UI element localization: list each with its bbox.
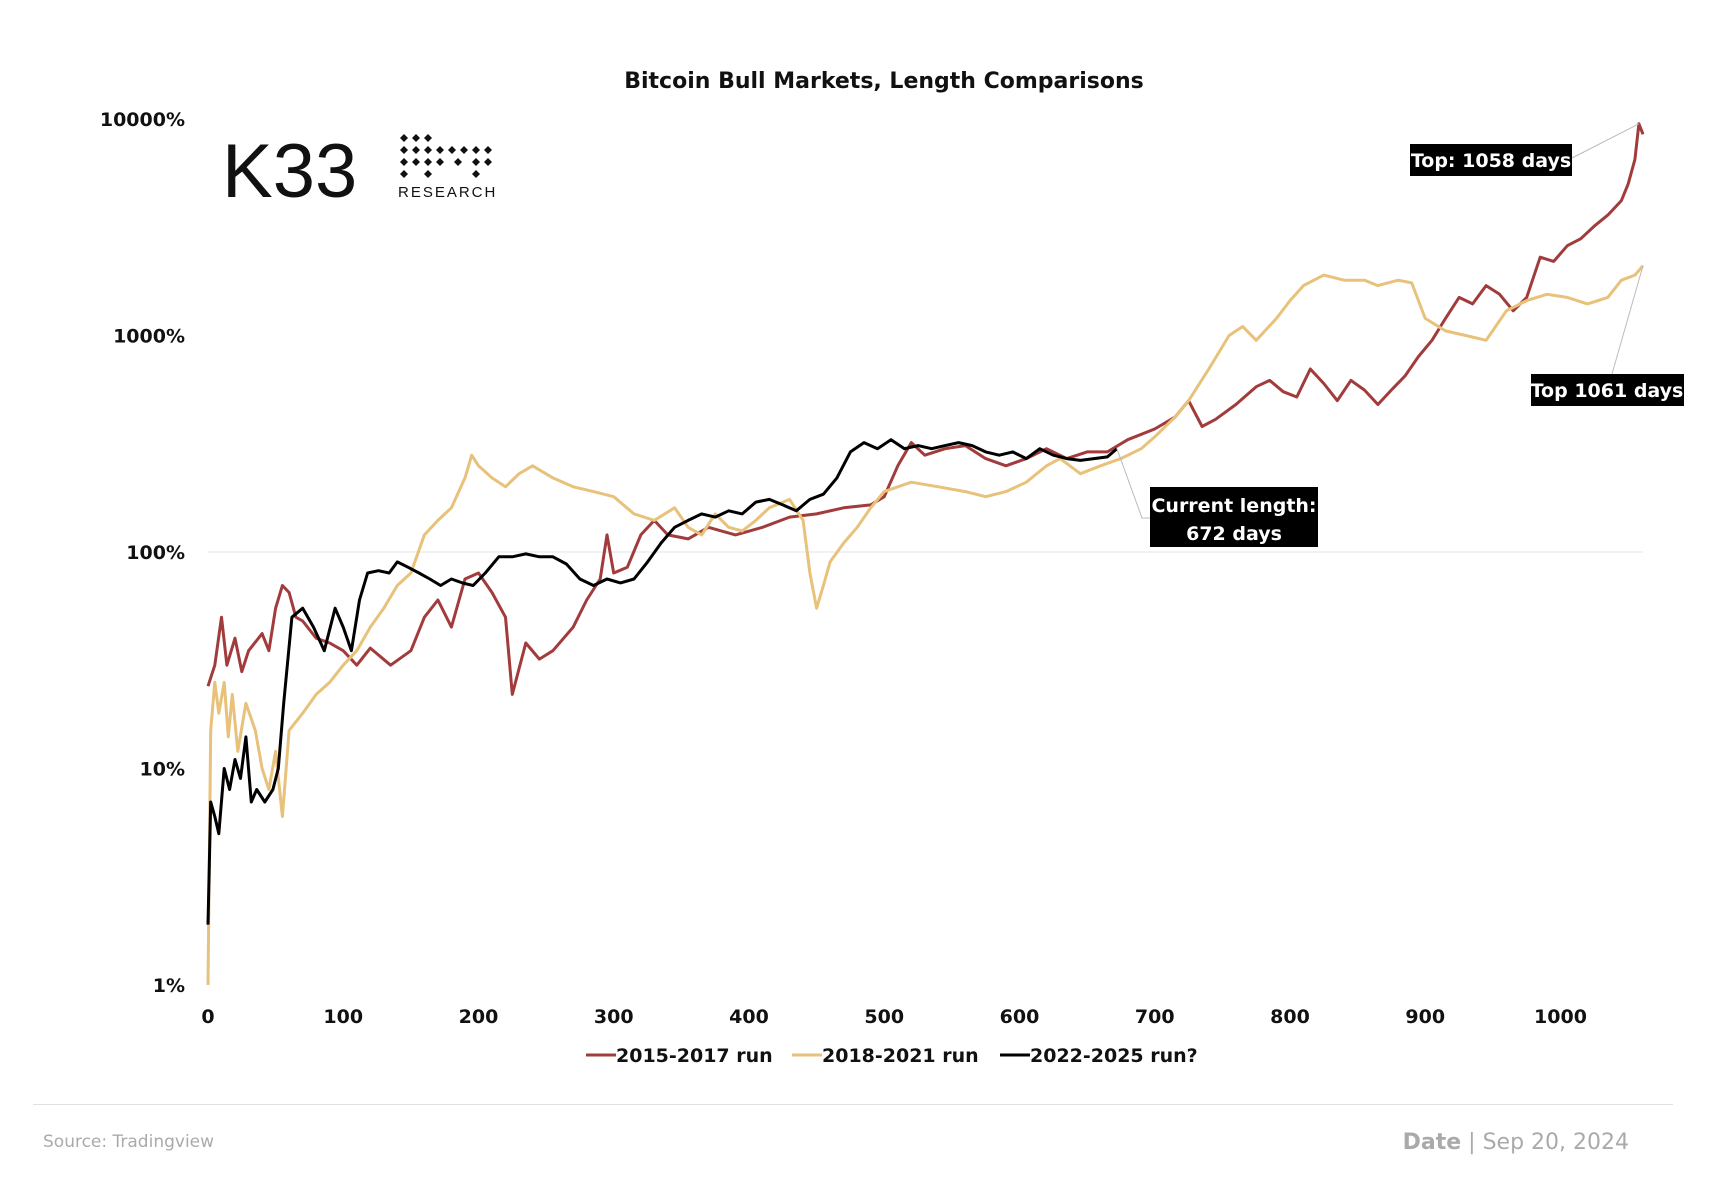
x-tick-label: 700 xyxy=(1135,1006,1175,1028)
annotation-box-2 xyxy=(1150,487,1318,547)
series-lines xyxy=(206,122,1645,986)
date-stamp: Date | Sep 20, 2024 xyxy=(1403,1130,1629,1155)
annotation-current-length-line1: Current length: xyxy=(1151,495,1316,517)
series-line-0 xyxy=(206,122,1645,696)
x-tick-label: 900 xyxy=(1405,1006,1445,1028)
annotation-leader-1 xyxy=(1611,265,1644,375)
y-tick-label: 10000% xyxy=(100,109,185,131)
y-tick-label: 1% xyxy=(153,975,185,997)
legend-label-0: 2015-2017 run xyxy=(616,1045,773,1067)
date-value: Sep 20, 2024 xyxy=(1482,1130,1629,1155)
x-tick-label: 800 xyxy=(1270,1006,1310,1028)
x-axis: 0 100 200 300 400 500 600 700 800 900 1000 xyxy=(201,1006,1587,1028)
x-tick-label: 100 xyxy=(323,1006,363,1028)
x-tick-label: 1000 xyxy=(1534,1006,1587,1028)
annotation-top-1061: Top 1061 days xyxy=(1531,380,1684,402)
x-tick-label: 600 xyxy=(1000,1006,1040,1028)
annotation-leader-0 xyxy=(1571,123,1640,159)
y-tick-label: 10% xyxy=(140,759,185,781)
y-axis: 1% 10% 100% 1000% 10000% xyxy=(100,109,185,997)
source-note: Source: Tradingview xyxy=(43,1132,215,1152)
series-line-1 xyxy=(206,264,1645,986)
x-tick-label: 200 xyxy=(459,1006,499,1028)
legend-label-2: 2022-2025 run? xyxy=(1030,1045,1198,1067)
annotation-top-1058: Top: 1058 days xyxy=(1411,150,1571,172)
y-tick-label: 1000% xyxy=(113,326,185,348)
logo: K33 RESEARCH xyxy=(222,129,497,214)
annotation-current-length-line2: 672 days xyxy=(1186,523,1282,545)
x-tick-label: 0 xyxy=(201,1006,214,1028)
footer-divider xyxy=(33,1104,1673,1105)
legend: 2015-2017 run 2018-2021 run 2022-2025 run? xyxy=(586,1045,1198,1067)
annotation-box-1 xyxy=(1531,374,1684,406)
x-tick-label: 400 xyxy=(729,1006,769,1028)
annotation-box-0 xyxy=(1410,144,1572,176)
annotations: Top: 1058 days Top 1061 days Current lengt… xyxy=(1116,123,1684,547)
date-label: Date xyxy=(1402,1130,1462,1155)
date-separator: | xyxy=(1461,1130,1483,1155)
logo-subtitle: RESEARCH xyxy=(398,184,497,201)
logo-text: K33 xyxy=(222,129,357,214)
legend-label-1: 2018-2021 run xyxy=(822,1045,979,1067)
y-tick-label: 100% xyxy=(126,542,185,564)
annotation-leader-2 xyxy=(1116,448,1150,519)
x-tick-label: 500 xyxy=(864,1006,904,1028)
logo-dots-icon xyxy=(400,134,492,178)
series-line-2 xyxy=(206,438,1118,925)
x-tick-label: 300 xyxy=(594,1006,634,1028)
chart-title: Bitcoin Bull Markets, Length Comparisons xyxy=(624,69,1144,94)
